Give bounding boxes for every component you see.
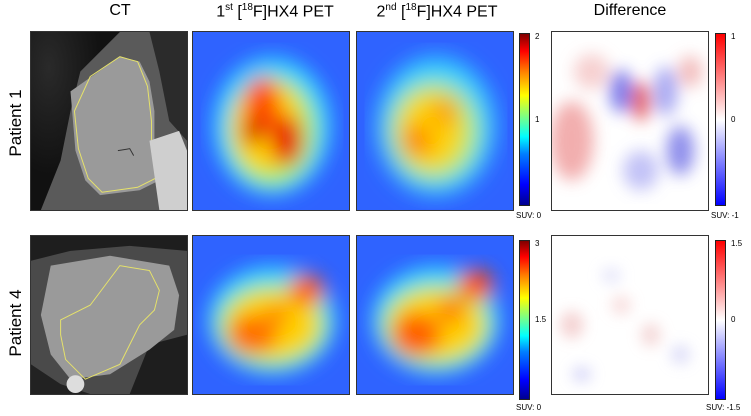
pet-scale-min-patient-1: SUV: 0 [516,211,542,220]
difference-image-patient-1 [551,31,709,211]
difference-scale-min-patient-4: SUV: -1.5 [706,403,741,412]
difference-colorbar-patient-4 [715,240,726,400]
ct-image-patient-4 [30,235,188,395]
pet-colorbar-patient-1 [519,33,530,206]
difference-colorbar-patient-1 [715,33,726,206]
ct-image-patient-1 [30,31,188,211]
pet-scale-min-patient-4: SUV: 0 [516,403,542,412]
difference-scale-mid-patient-4: 0 [731,315,736,324]
column-header-pet1: 1st [18F]HX4 PET [216,2,334,21]
pet2-image-patient-4 [356,235,514,395]
pet1-image-patient-4 [192,235,350,395]
pet2-image-patient-1 [356,31,514,211]
column-header-difference: Difference [593,2,667,19]
column-header-pet2: 2nd [18F]HX4 PET [376,2,498,21]
pet-scale-mid-patient-4: 1.5 [535,315,547,324]
row-label-patient-4: Patient 4 [6,289,25,357]
difference-scale-max-patient-1: 1 [731,32,736,41]
difference-image-patient-4 [551,235,709,395]
difference-scale-mid-patient-1: 0 [731,115,736,124]
difference-scale-max-patient-4: 1.5 [731,239,743,248]
pet-colorbar-patient-4 [519,240,530,400]
pet-scale-max-patient-1: 2 [535,32,540,41]
pet1-image-patient-1 [192,31,350,211]
pet-scale-max-patient-4: 3 [535,239,540,248]
row-label-patient-1: Patient 1 [6,89,25,157]
difference-scale-min-patient-1: SUV: -1 [711,211,739,220]
pet-scale-mid-patient-1: 1 [535,115,540,124]
column-header-ct: CT [109,2,131,19]
